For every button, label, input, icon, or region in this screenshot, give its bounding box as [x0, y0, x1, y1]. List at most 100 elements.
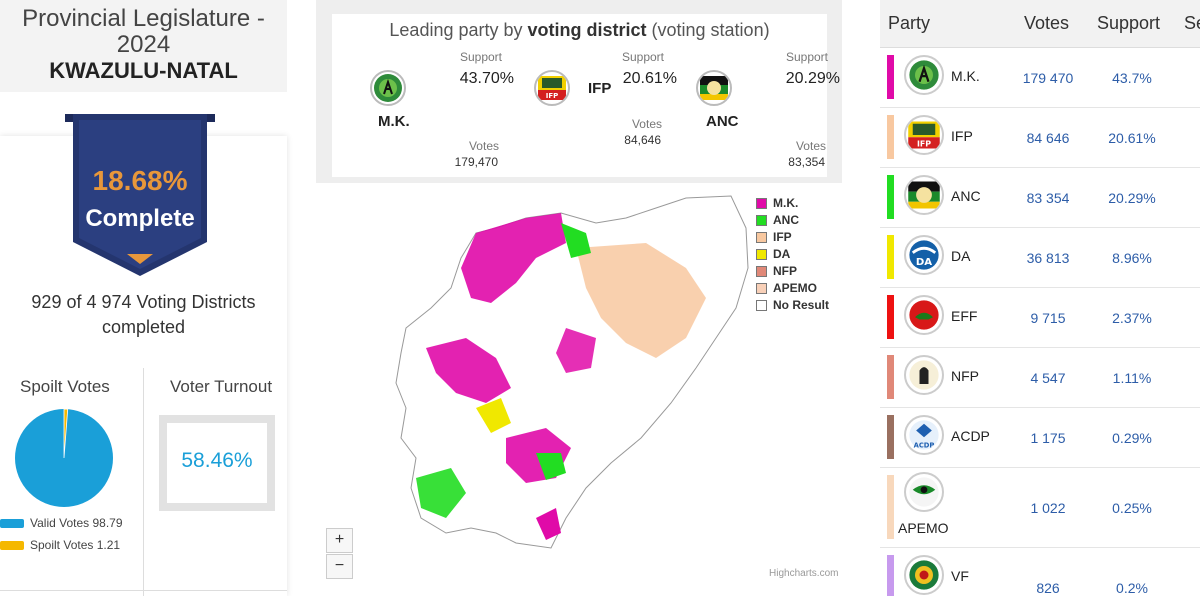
page-title: Provincial Legislature - [22, 5, 265, 32]
turnout-value: 58.46% [181, 449, 253, 472]
legend-item-nfp[interactable]: NFP [756, 263, 829, 280]
table-row[interactable]: ACDP ACDP 1 175 0.29% [880, 408, 1200, 468]
region-mk-coast[interactable] [536, 508, 561, 540]
party-color-bar [887, 475, 894, 539]
table-row[interactable]: DA DA 36 813 8.96% [880, 228, 1200, 288]
party-name: ACDP [951, 428, 990, 444]
anc-logo-icon [696, 70, 732, 106]
column-header-support[interactable]: Support [1097, 13, 1161, 33]
results-table: Party Votes Support Se M.K. 179 470 43.7… [880, 0, 1200, 596]
mk-logo-icon [370, 70, 406, 106]
title-prefix: Leading party by [389, 20, 528, 40]
votes-label: Votes [468, 139, 499, 153]
table-row[interactable]: IFP IFP 84 646 20.61% [880, 108, 1200, 168]
legend-valid-votes[interactable]: Valid Votes 98.79 [0, 516, 130, 530]
zoom-out-button[interactable]: − [326, 554, 353, 579]
legend-item-apemo[interactable]: APEMO [756, 280, 829, 297]
second-party-name: IFP [588, 80, 612, 97]
spoilt-label: Spoilt Votes 1.21 [30, 538, 121, 552]
acdp-logo-icon: ACDP [904, 415, 944, 455]
party-votes: 36 813 [1026, 250, 1070, 266]
svg-text:IFP: IFP [917, 139, 931, 148]
title-suffix: (voting station) [646, 20, 770, 40]
legend-label: APEMO [773, 281, 818, 295]
svg-text:IFP: IFP [546, 92, 559, 100]
divider [143, 368, 144, 596]
leading-party-card: Leading party by voting district (voting… [332, 14, 840, 177]
anc-logo-icon [904, 175, 944, 215]
region-name: KWAZULU-NATAL [49, 58, 238, 83]
zoom-in-button[interactable]: + [326, 528, 353, 553]
table-row[interactable]: VF 826 0.2% [880, 548, 1200, 596]
apemo-logo-icon [904, 472, 944, 512]
region-mk-north[interactable] [461, 213, 566, 303]
party-name: IFP [951, 128, 973, 144]
voter-turnout-title: Voter Turnout [170, 377, 273, 396]
party-name: EFF [951, 308, 978, 324]
legend-item-no-result[interactable]: No Result [756, 297, 829, 314]
nfp-logo-icon [904, 355, 944, 395]
support-label: Support [459, 50, 502, 64]
party-votes: 826 [1036, 580, 1060, 596]
title-bold: voting district [527, 20, 647, 40]
party-support: 1.11% [1112, 370, 1152, 386]
districts-count: 929 of 4 974 Voting Districts [31, 292, 256, 312]
legend-item-mk[interactable]: M.K. [756, 195, 829, 212]
legend-item-ifp[interactable]: IFP [756, 229, 829, 246]
table-row[interactable]: M.K. 179 470 43.7% [880, 48, 1200, 108]
region-anc-south[interactable] [416, 468, 466, 518]
party-votes: 179 470 [1022, 70, 1074, 86]
party-color-bar [887, 55, 894, 99]
party-votes: 1 022 [1030, 500, 1066, 516]
completion-percent: 18.68% [92, 165, 188, 196]
leading-party-title: Leading party by voting district (voting… [332, 20, 827, 41]
party-name: DA [951, 248, 971, 264]
spoilt-votes-slice[interactable] [63, 408, 69, 459]
party-color-bar [887, 355, 894, 399]
party-name: NFP [951, 368, 979, 384]
table-row[interactable]: EFF 9 715 2.37% [880, 288, 1200, 348]
third-party-support: 20.29% [785, 70, 840, 87]
region-anc-north[interactable] [561, 223, 591, 258]
region-mk-west[interactable] [426, 338, 511, 403]
districts-status: completed [101, 317, 186, 337]
legend-swatch [756, 198, 767, 210]
table-row[interactable]: NFP 4 547 1.11% [880, 348, 1200, 408]
legend-swatch [756, 266, 767, 278]
support-label: Support [621, 50, 664, 64]
party-votes: 1 175 [1030, 430, 1066, 446]
party-name: ANC [951, 188, 981, 204]
svg-text:DA: DA [916, 257, 932, 268]
region-ifp[interactable] [576, 243, 706, 358]
map-legend: M.K. ANC IFP DA NFP APEMO No Result [756, 195, 829, 314]
legend-swatch [756, 283, 767, 295]
title-box: Provincial Legislature - 2024 KWAZULU-NA… [0, 0, 287, 92]
legend-spoilt-votes[interactable]: Spoilt Votes 1.21 [0, 538, 130, 552]
region-mk-central[interactable] [556, 328, 596, 373]
legend-item-da[interactable]: DA [756, 246, 829, 263]
party-votes: 9 715 [1030, 310, 1066, 326]
legend-swatch [756, 300, 767, 312]
region-da[interactable] [476, 398, 511, 433]
summary-panel: Provincial Legislature - 2024 KWAZULU-NA… [0, 0, 287, 596]
column-header-seats[interactable]: Se [1184, 13, 1200, 33]
party-color-bar [887, 175, 894, 219]
party-name: VF [951, 568, 969, 584]
district-map[interactable]: M.K. ANC IFP DA NFP APEMO No Result + − … [316, 183, 842, 596]
second-party-votes: 84,646 [624, 133, 661, 147]
table-row[interactable]: ANC 83 354 20.29% [880, 168, 1200, 228]
legend-item-anc[interactable]: ANC [756, 212, 829, 229]
kzn-map-shape[interactable] [386, 188, 756, 558]
party-support: 0.2% [1116, 580, 1148, 596]
table-row[interactable]: APEMO 1 022 0.25% [880, 468, 1200, 548]
ifp-logo-icon: IFP [534, 70, 570, 106]
party-support: 0.25% [1112, 500, 1152, 516]
column-header-party[interactable]: Party [888, 13, 931, 33]
divider [0, 590, 287, 591]
highcharts-credit-link[interactable]: Highcharts.com [769, 568, 839, 579]
region-anc-central[interactable] [536, 453, 566, 480]
column-header-votes[interactable]: Votes [1024, 13, 1070, 33]
ribbon-badge-icon [65, 114, 215, 276]
spoilt-votes-pie[interactable] [14, 408, 114, 508]
ifp-logo-icon: IFP [904, 115, 944, 155]
